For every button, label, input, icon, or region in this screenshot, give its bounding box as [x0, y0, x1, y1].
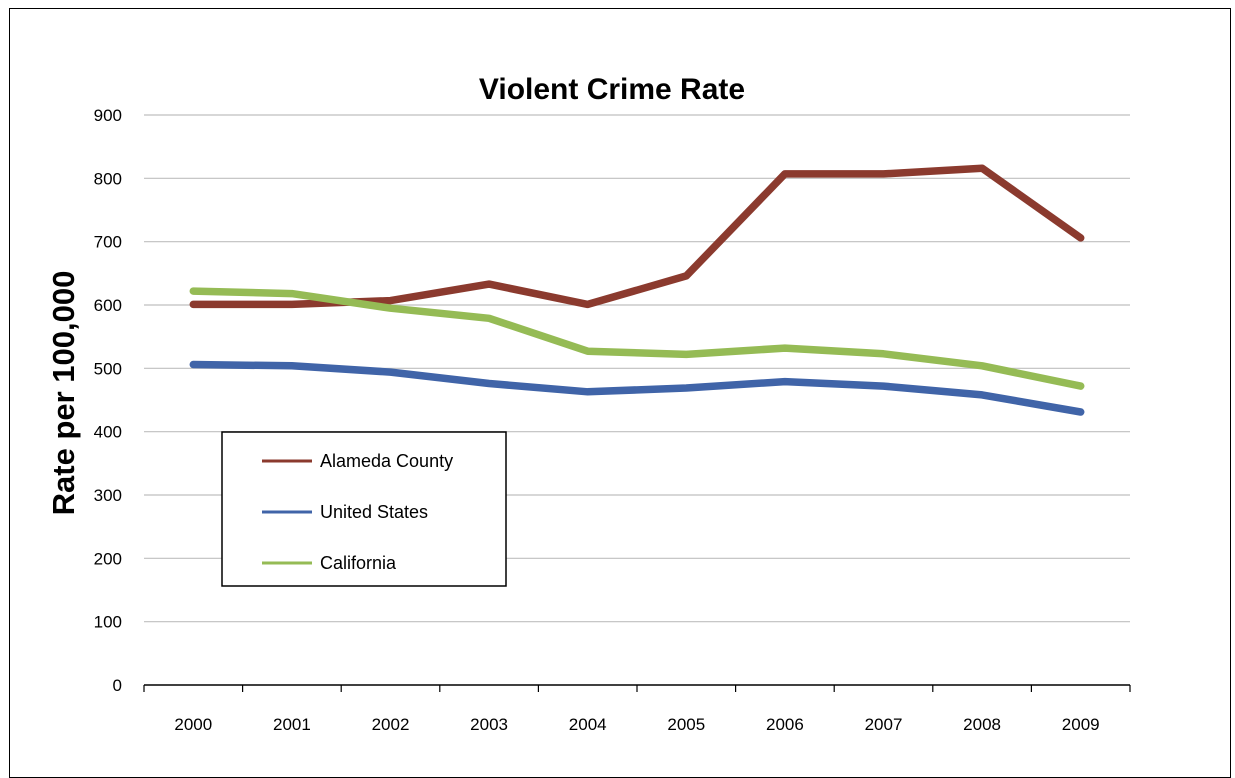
y-tick-label: 200: [94, 549, 122, 568]
legend: Alameda County United States California: [221, 431, 507, 587]
y-tick-label: 400: [94, 423, 122, 442]
line-chart: 0 100 200 300 400 500 600 700 800 900 2000 2001 2002…: [46, 73, 1131, 734]
x-tick-label: 2004: [569, 715, 607, 734]
series-line-alameda-county: [189, 164, 1085, 309]
legend-box: [221, 431, 507, 587]
y-tick-label: 600: [94, 296, 122, 315]
y-axis-label: Rate per 100,000: [46, 271, 81, 516]
series-line-united-states: [189, 360, 1085, 416]
x-tick-label: 2005: [667, 715, 705, 734]
x-tick-label: 2007: [865, 715, 903, 734]
series-lines: [189, 164, 1085, 416]
chart-frame: 0 100 200 300 400 500 600 700 800 900 2000 2001 2002…: [9, 8, 1231, 778]
legend-label-alameda-county: Alameda County: [320, 451, 453, 471]
y-tick-label: 800: [94, 169, 122, 188]
y-tick-label: 0: [113, 676, 122, 695]
x-tick-label: 2009: [1062, 715, 1100, 734]
y-tick-label: 100: [94, 613, 122, 632]
x-tick-label: 2008: [963, 715, 1001, 734]
y-tick-label: 500: [94, 359, 122, 378]
x-tick-label: 2002: [372, 715, 410, 734]
chart-title: Violent Crime Rate: [479, 73, 745, 106]
y-tick-label: 700: [94, 233, 122, 252]
y-tick-label: 300: [94, 486, 122, 505]
legend-label-united-states: United States: [320, 502, 428, 522]
series-line-california: [189, 287, 1085, 390]
axes: 0 100 200 300 400 500 600 700 800 900 2000 2001 2002…: [94, 106, 1131, 734]
x-tick-label: 2006: [766, 715, 804, 734]
x-tick-label: 2001: [273, 715, 311, 734]
y-tick-label: 900: [94, 106, 122, 125]
x-tick-label: 2000: [174, 715, 212, 734]
x-tick-label: 2003: [470, 715, 508, 734]
legend-label-california: California: [320, 553, 397, 573]
